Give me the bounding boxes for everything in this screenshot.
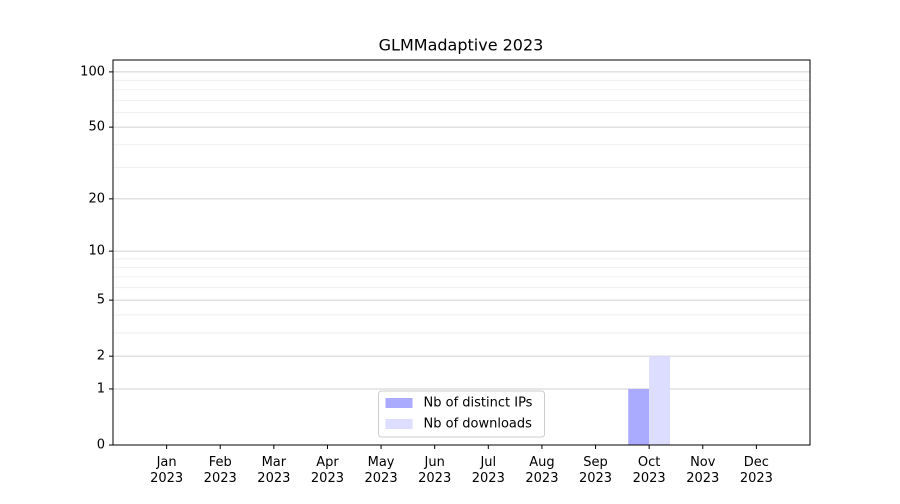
y-tick-label: 10 [88, 244, 105, 259]
y-tick-label: 5 [97, 293, 105, 308]
bar [628, 388, 650, 445]
legend-box [378, 390, 545, 438]
y-tick-label: 50 [88, 120, 105, 135]
chart-title: GLMMadaptive 2023 [379, 36, 544, 55]
y-tick-label: 0 [97, 438, 105, 453]
legend-label: Nb of downloads [424, 417, 533, 432]
x-tick-label: Jan 2023 [150, 455, 183, 486]
y-tick-label: 100 [80, 64, 105, 79]
plot-frame [112, 59, 811, 446]
legend-label: Nb of distinct IPs [424, 396, 533, 411]
x-tick-label: Apr 2023 [311, 455, 344, 486]
y-tick-label: 20 [88, 191, 105, 206]
x-tick-label: Feb 2023 [204, 455, 237, 486]
y-tick-label: 2 [97, 349, 105, 364]
legend-swatch [385, 398, 413, 408]
x-tick-label: Mar 2023 [257, 455, 290, 486]
bar [649, 356, 671, 445]
x-tick-label: Aug 2023 [525, 455, 558, 486]
x-tick-label: Sep 2023 [579, 455, 612, 486]
x-tick-label: Dec 2023 [740, 455, 773, 486]
x-tick-label: Jul 2023 [472, 455, 505, 486]
x-tick-label: May 2023 [365, 455, 398, 486]
x-tick-label: Jun 2023 [418, 455, 451, 486]
x-tick-label: Oct 2023 [633, 455, 666, 486]
x-tick-label: Nov 2023 [686, 455, 719, 486]
legend-swatch [385, 419, 413, 429]
y-tick-label: 1 [97, 381, 105, 396]
